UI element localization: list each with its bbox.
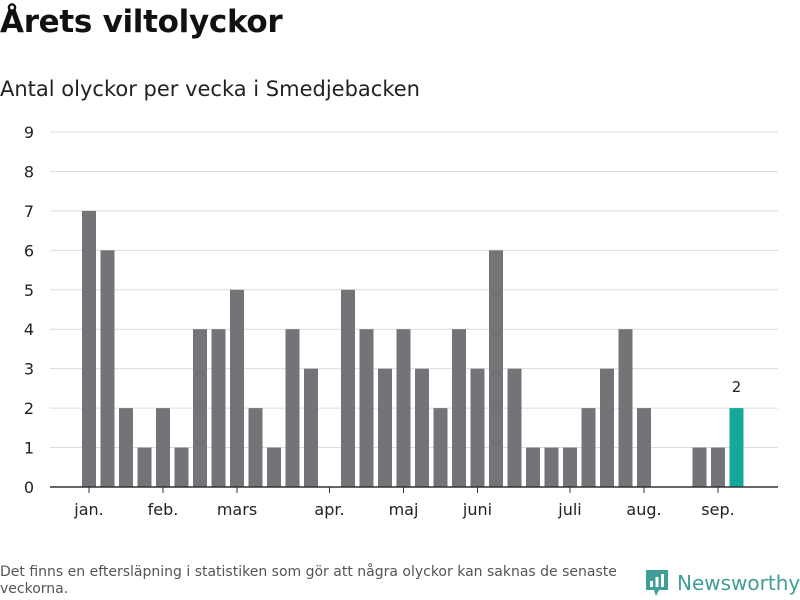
x-tick-label: apr. (314, 500, 344, 519)
bar-highlighted (729, 408, 744, 487)
bar (230, 289, 244, 487)
footnote: Det finns en eftersläpning i statistiken… (0, 564, 617, 597)
bars (82, 210, 744, 487)
gridlines (50, 131, 778, 449)
bar (415, 368, 429, 487)
bar (433, 408, 448, 487)
bar (248, 408, 263, 487)
bar (82, 210, 96, 487)
y-tick-label: 2 (24, 399, 34, 418)
bar (452, 329, 466, 487)
bar-chart: 0 1 2 3 4 5 6 7 8 9 2 jan. feb. mars apr. maj juni juli… (24, 123, 778, 519)
bar (304, 368, 318, 487)
bar (489, 250, 503, 487)
x-tick-label: mars (217, 500, 257, 519)
bar (526, 447, 540, 487)
y-tick-label: 7 (24, 202, 34, 221)
bar (211, 329, 226, 487)
bar (341, 289, 355, 487)
bar (470, 368, 485, 487)
x-tick-label: maj (389, 500, 419, 519)
chart-subtitle: Antal olyckor per vecka i Smedjebacken (0, 77, 420, 101)
y-axis-ticks: 0 1 2 3 4 5 6 7 8 9 (24, 123, 34, 497)
bar (137, 447, 152, 487)
bar (119, 408, 133, 487)
brand-name: Newsworthy (677, 571, 800, 595)
y-tick-label: 4 (24, 320, 34, 339)
bar (396, 329, 411, 487)
bar (156, 408, 170, 487)
x-tick-label: aug. (626, 500, 661, 519)
bar (711, 447, 725, 487)
y-tick-label: 6 (24, 241, 34, 260)
y-tick-label: 3 (24, 360, 34, 379)
y-tick-label: 0 (24, 478, 34, 497)
bar (378, 368, 392, 487)
data-label: 2 (732, 378, 742, 396)
bar (174, 447, 189, 487)
page-title: Årets viltolyckor (0, 4, 283, 40)
bar (618, 329, 633, 487)
bar (600, 368, 614, 487)
newsworthy-logo-icon (646, 570, 668, 596)
x-axis: jan. feb. mars apr. maj juni juli aug. sep. (50, 486, 778, 519)
bar (563, 447, 577, 487)
bar (637, 408, 651, 487)
bar (359, 329, 374, 487)
y-tick-label: 5 (24, 281, 34, 300)
x-tick-label: juli (557, 500, 581, 519)
data-labels: 2 (732, 378, 742, 396)
newsworthy-logo: Newsworthy (644, 568, 800, 598)
bar (692, 447, 707, 487)
x-tick-label: jan. (73, 500, 103, 519)
bar (193, 329, 207, 487)
y-tick-label: 8 (24, 162, 34, 181)
x-tick-label: juni (462, 500, 492, 519)
bar (507, 368, 522, 487)
y-tick-label: 9 (24, 123, 34, 142)
bar (581, 408, 596, 487)
bar (100, 250, 115, 487)
x-tick-label: sep. (701, 500, 734, 519)
bar (285, 329, 300, 487)
bar (544, 447, 559, 487)
x-tick-label: feb. (148, 500, 179, 519)
bar (267, 447, 281, 487)
y-tick-label: 1 (24, 439, 34, 458)
